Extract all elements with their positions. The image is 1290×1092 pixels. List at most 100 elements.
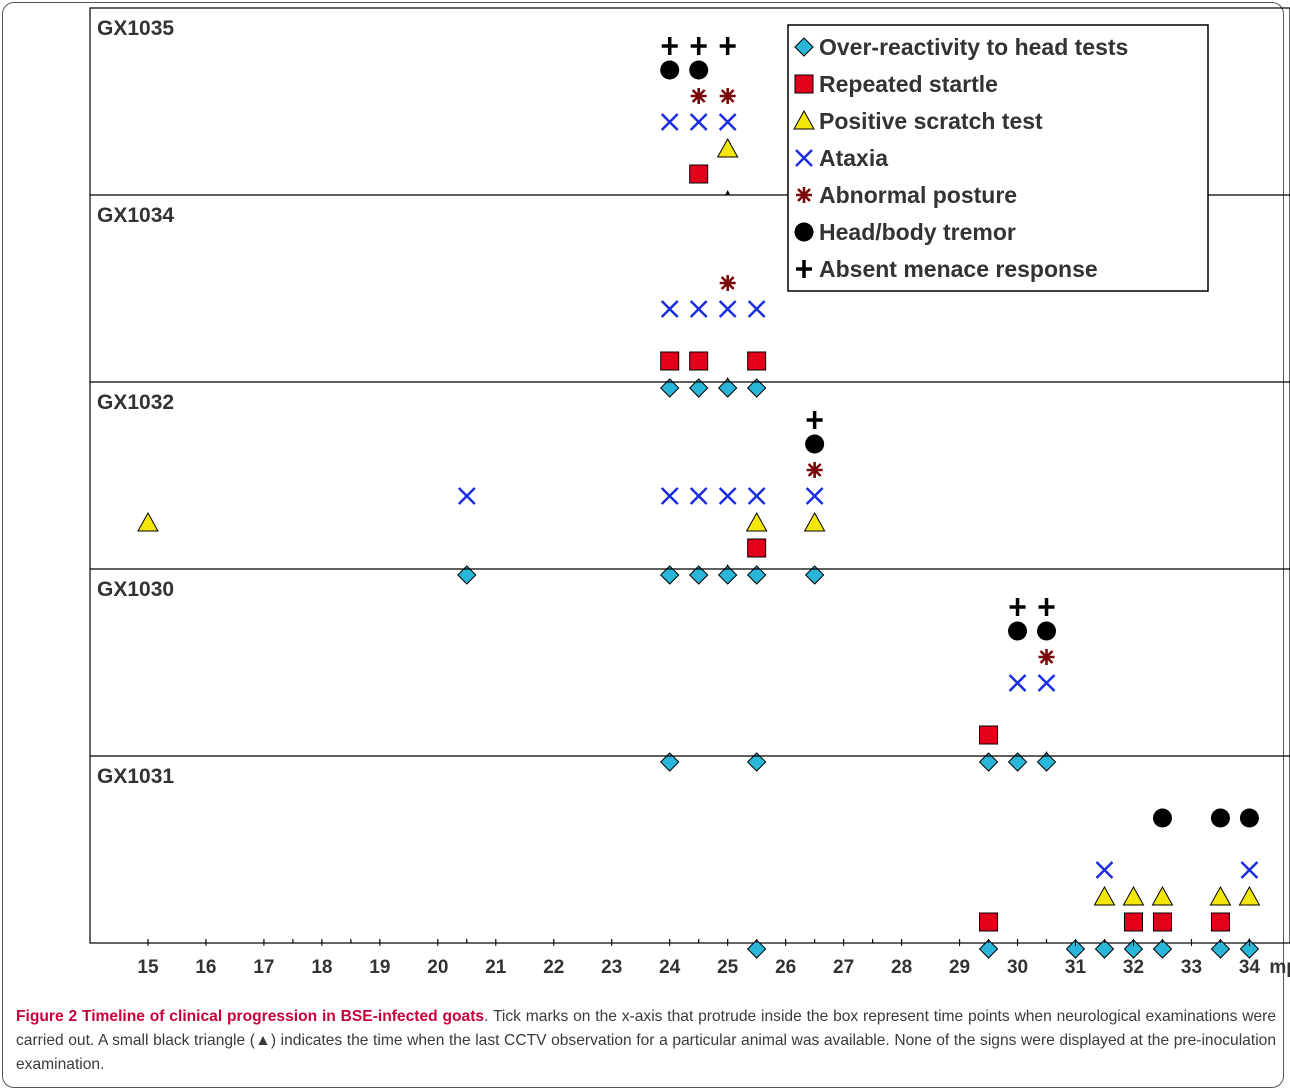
scratch-point	[1122, 885, 1145, 906]
panel-gx1031: GX1031	[90, 755, 1290, 959]
over-reactivity-point	[746, 565, 767, 585]
legend-label: Abnormal posture	[819, 182, 1017, 208]
ataxia-point	[457, 487, 476, 505]
panel-title: GX1031	[97, 765, 174, 788]
over-reactivity-point	[688, 565, 709, 585]
over-reactivity-point	[1123, 939, 1144, 959]
over-reactivity-point	[717, 378, 738, 398]
ataxia-point	[747, 487, 766, 505]
x-tick-label: 21	[485, 957, 507, 978]
startle-point	[1123, 912, 1143, 932]
menace-point	[661, 37, 678, 55]
over-reactivity-point	[457, 565, 477, 585]
legend-ataxia-icon	[795, 149, 813, 167]
startle-point	[747, 538, 767, 558]
figure-caption: Figure 2 Timeline of clinical progressio…	[16, 1005, 1276, 1077]
posture-point	[690, 88, 707, 104]
scratch-point	[137, 511, 159, 532]
over-reactivity-point	[1239, 939, 1260, 959]
ataxia-point	[1095, 861, 1114, 879]
startle-point	[689, 351, 709, 371]
menace-point	[719, 37, 736, 55]
startle-point	[1210, 912, 1230, 932]
tremor-point	[660, 60, 680, 80]
caption-text: . Tick marks on the x-axis that protrude…	[16, 1008, 1276, 1073]
scratch-point	[1151, 885, 1174, 906]
over-reactivity-point	[660, 565, 680, 585]
over-reactivity-point	[746, 939, 767, 959]
x-tick-label: 26	[775, 957, 796, 978]
ataxia-point	[689, 300, 708, 318]
x-tick-label: 34	[1239, 957, 1261, 978]
ataxia-point	[1240, 861, 1259, 879]
scratch-point	[716, 137, 739, 158]
ataxia-point	[718, 300, 737, 318]
over-reactivity-point	[660, 752, 680, 772]
x-axis-unit: mpi	[1269, 957, 1290, 978]
tremor-point	[805, 434, 825, 454]
tremor-point	[1008, 621, 1028, 641]
x-tick-label: 30	[1007, 957, 1028, 978]
ataxia-point	[660, 113, 679, 131]
legend-label: Head/body tremor	[819, 219, 1016, 245]
legend-label: Ataxia	[819, 145, 888, 171]
timeline-chart: GX1035 GX1034 GX1032 GX1030 GX1031 15 16 17 18 19…	[89, 7, 1290, 978]
scratch-point	[745, 511, 768, 532]
x-axis: 15 16 17 18 19 20 21 22 23 24 25 26 27 28 29 30 31 32 33 34…	[137, 939, 1290, 978]
over-reactivity-point	[978, 939, 999, 959]
x-tick-label: 25	[717, 957, 739, 978]
ataxia-point	[660, 487, 679, 505]
posture-point	[719, 275, 736, 291]
x-tick-label: 28	[891, 957, 912, 978]
over-reactivity-point	[1065, 939, 1086, 959]
panel-gx1032: GX1032	[90, 381, 1290, 585]
ataxia-point	[689, 487, 708, 505]
menace-point	[806, 411, 823, 429]
over-reactivity-point	[1036, 752, 1057, 772]
x-tick-label: 19	[369, 957, 390, 978]
panel-title: GX1032	[97, 391, 174, 414]
scratch-point	[1093, 885, 1116, 906]
startle-point	[1152, 912, 1172, 932]
legend-over-reactivity-icon	[794, 37, 814, 57]
panel-title: GX1034	[97, 204, 174, 227]
legend-posture-icon	[796, 187, 812, 203]
legend-box	[787, 24, 1209, 292]
x-tick-label: 22	[543, 957, 564, 978]
over-reactivity-point	[1094, 939, 1115, 959]
ataxia-point	[1037, 674, 1056, 692]
posture-point	[1038, 649, 1055, 665]
tremor-point	[1210, 808, 1230, 828]
x-tick-label: 32	[1123, 957, 1144, 978]
scratch-point	[1238, 885, 1261, 906]
panel-gx1035: GX1035	[97, 17, 739, 195]
tremor-point	[689, 60, 709, 80]
tremor-point	[1239, 808, 1259, 828]
ataxia-point	[805, 487, 824, 505]
legend-label: Absent menace response	[819, 256, 1098, 282]
legend-label: Repeated startle	[819, 71, 998, 97]
x-tick-label: 18	[311, 957, 332, 978]
panel-title: GX1030	[97, 578, 174, 601]
over-reactivity-point	[1210, 939, 1231, 959]
x-tick-label: 23	[601, 957, 622, 978]
tremor-point	[1152, 808, 1172, 828]
panel-title: GX1035	[97, 17, 174, 40]
ataxia-point	[660, 300, 679, 318]
startle-point	[660, 351, 680, 371]
legend-label: Over-reactivity to head tests	[819, 34, 1128, 60]
legend: Over-reactivity to head tests Repeated st…	[787, 24, 1209, 292]
ataxia-point	[689, 113, 708, 131]
tremor-point	[1037, 621, 1057, 641]
menace-point	[1038, 598, 1055, 616]
x-tick-label: 16	[195, 957, 216, 978]
over-reactivity-point	[1152, 939, 1173, 959]
startle-point	[747, 351, 767, 371]
over-reactivity-point	[804, 565, 825, 585]
over-reactivity-point	[688, 378, 709, 398]
scratch-point	[803, 511, 826, 532]
startle-point	[689, 164, 709, 184]
plot-area	[89, 7, 1290, 944]
x-tick-label: 17	[253, 957, 274, 978]
